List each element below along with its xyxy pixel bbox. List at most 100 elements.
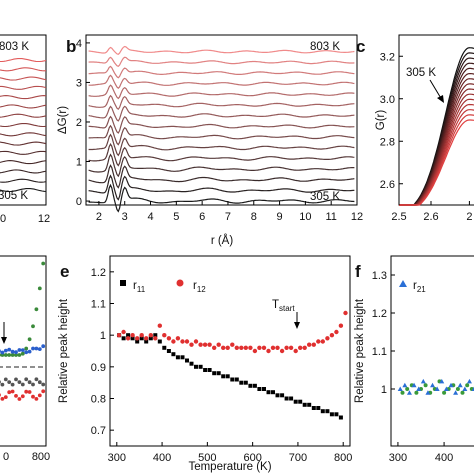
panel-c-letter: c xyxy=(356,37,365,56)
panel-d-point xyxy=(17,353,22,357)
panel-a-curve xyxy=(0,160,47,165)
panel-e-point-r11 xyxy=(316,406,321,410)
panel-e-point-r11 xyxy=(239,380,244,385)
panel-d-point xyxy=(0,397,5,401)
panel-d-point xyxy=(0,350,5,355)
panel-e-point-r11 xyxy=(293,399,298,404)
panel-b-curve xyxy=(88,74,355,90)
panel-a-curve xyxy=(0,67,47,72)
panel-a-curve xyxy=(0,178,47,183)
panel-e-point-r11 xyxy=(130,336,135,341)
panel-d-points xyxy=(0,261,46,401)
panel-b-curve xyxy=(88,183,355,213)
panel-e-point-r11 xyxy=(271,390,275,395)
panel-e-ytick-label: 1 xyxy=(100,330,106,342)
panel-f-xtick-label: 300 xyxy=(389,452,407,464)
panel-e-xtick-label: 600 xyxy=(243,452,261,464)
panel-a-xtick: 10 xyxy=(0,213,6,225)
panel-e-point-r12 xyxy=(248,345,253,350)
panel-b-curve xyxy=(88,164,355,189)
panel-e-points xyxy=(116,310,348,420)
panel-e-point-r12 xyxy=(153,336,158,341)
panel-d-point xyxy=(3,377,8,382)
panel-e-point-r12 xyxy=(343,310,348,316)
panel-e-point-r12 xyxy=(288,345,294,350)
panel-d-point xyxy=(41,261,46,266)
panel-b-xtick-label: 10 xyxy=(299,211,311,223)
panel-c-xtick-label: 2.6 xyxy=(423,211,438,223)
panel-a-annotation-low: 305 K xyxy=(0,190,28,202)
panel-d-point xyxy=(24,389,29,394)
panel-e-point-r11 xyxy=(194,364,198,369)
panel-e-xtick-label: 400 xyxy=(153,452,171,464)
panel-b-xtick-label: 2 xyxy=(96,211,102,223)
panel-a-curve xyxy=(0,95,47,100)
panel-e-legend-label-r12: r12 xyxy=(193,280,206,294)
panel-e-point-r12 xyxy=(270,345,276,350)
panel-e-point-r12 xyxy=(130,333,135,338)
panel-e-point-r11 xyxy=(216,371,221,376)
panel-e-point-r12 xyxy=(316,339,321,344)
panel-b-xtick-label: 3 xyxy=(122,211,128,223)
panel-f-point-r21 xyxy=(448,382,454,388)
panel-e-point-r12 xyxy=(338,323,344,328)
panel-b-curve xyxy=(88,124,355,146)
panel-f-point-r21 xyxy=(443,386,449,391)
panel-a-xtick: 12 xyxy=(38,213,50,225)
panel-f-point-r21 xyxy=(462,386,468,391)
panel-d-point xyxy=(41,389,46,394)
panel-e-point-r12 xyxy=(207,342,212,347)
panel-d-point xyxy=(34,397,39,401)
panel-d-point xyxy=(7,380,12,384)
panel-b-xtick-label: 11 xyxy=(325,211,336,223)
panel-a-curve xyxy=(0,113,47,118)
panel-e-point-r12 xyxy=(180,339,185,344)
panel-b-curve xyxy=(88,133,355,157)
panel-f-letter: f xyxy=(355,262,361,281)
panel-f-points xyxy=(397,378,474,395)
panel-b-letter: b xyxy=(66,37,76,56)
panel-d-point xyxy=(37,380,42,385)
panel-e-point-r11 xyxy=(329,412,334,417)
panel-e-point-r12 xyxy=(239,345,244,350)
panel-d-point xyxy=(31,346,35,351)
panel-f-point-r21 xyxy=(430,382,436,388)
panel-f-point-green xyxy=(455,387,460,391)
panel-e-xtick-label: 300 xyxy=(108,452,126,464)
panel-e-point-r12 xyxy=(302,345,307,350)
panel-e-legend-label-r11: r11 xyxy=(133,280,146,294)
panel-a-curve xyxy=(0,85,47,90)
panel-d-point xyxy=(24,346,29,351)
panel-d-xtick: 800 xyxy=(32,451,50,463)
panel-e-point-r11 xyxy=(180,355,185,360)
panel-e-point-r11 xyxy=(284,396,289,401)
panel-e-point-r11 xyxy=(275,393,280,398)
panel-e-point-r11 xyxy=(230,377,235,382)
panel-e-point-r12 xyxy=(193,339,199,344)
panel-e-ytick-label: 1.2 xyxy=(91,267,106,279)
panel-d-arrowhead xyxy=(1,337,7,344)
panel-c-curve xyxy=(399,119,474,206)
panel-e-point-r11 xyxy=(320,409,325,414)
panel-e-point-r11 xyxy=(162,345,167,350)
panel-a-curve xyxy=(0,150,47,155)
panel-f-point-green xyxy=(414,390,419,395)
panel-b-ytick-label: 2 xyxy=(76,117,82,129)
panel-e-point-r11 xyxy=(171,352,176,357)
panel-e-point-r12 xyxy=(202,342,208,347)
panel-d-point xyxy=(20,382,25,387)
panel-d-point xyxy=(17,380,22,384)
panel-f-point-r21 xyxy=(397,386,403,391)
panel-e-point-r11 xyxy=(252,383,257,388)
panel-e-point-r12 xyxy=(135,336,140,341)
panel-f-xtick-label: 400 xyxy=(435,452,453,464)
panel-e-point-r11 xyxy=(175,355,180,360)
panel-d-point xyxy=(27,337,32,342)
panel-e-point-r12 xyxy=(189,342,194,347)
panel-e-point-r12 xyxy=(243,345,248,350)
panel-e-point-r12 xyxy=(125,336,131,341)
panel-e-point-r12 xyxy=(279,348,285,354)
panel-e-ytick-label: 0.9 xyxy=(91,362,106,374)
panel-e-point-r11 xyxy=(307,402,312,407)
